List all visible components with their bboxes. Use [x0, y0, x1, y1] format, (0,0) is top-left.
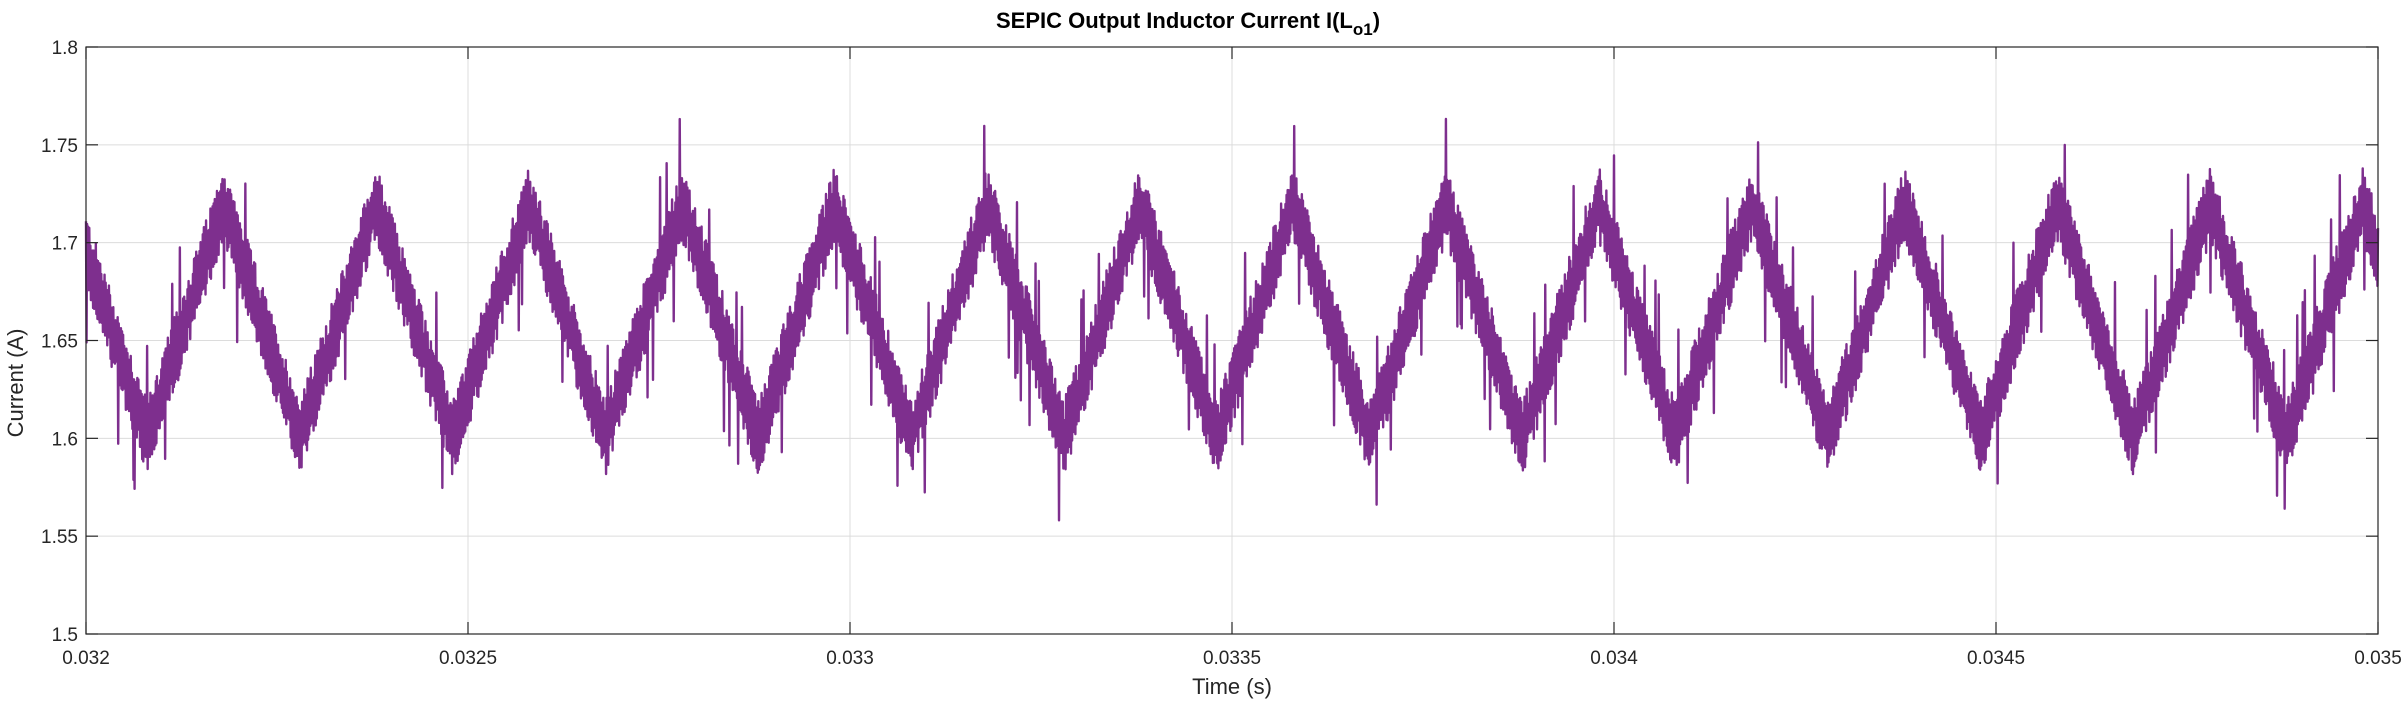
x-tick-label: 0.0335	[1203, 648, 1261, 669]
chart-title: SEPIC Output Inductor Current I(Lo1)	[996, 8, 1380, 39]
chart-title-end: )	[1373, 8, 1380, 33]
x-axis-label: Time (s)	[1192, 674, 1272, 699]
y-tick-label: 1.5	[52, 625, 78, 646]
y-tick-label: 1.8	[52, 38, 78, 59]
x-tick-label: 0.0345	[1967, 648, 2025, 669]
y-tick-label: 1.6	[52, 429, 78, 450]
x-tick-label: 0.035	[2354, 648, 2402, 669]
x-tick-label: 0.033	[826, 648, 874, 669]
chart-title-subscript: o1	[1353, 20, 1373, 39]
y-axis-label: Current (A)	[3, 329, 28, 438]
series-group	[84, 117, 2380, 522]
x-tick-label: 0.0325	[439, 648, 497, 669]
x-tick-label: 0.034	[1590, 648, 1638, 669]
axis-ticks	[85, 46, 2379, 635]
chart-title-main: SEPIC Output Inductor Current I(L	[996, 8, 1353, 33]
grid-lines	[85, 46, 2379, 635]
y-tick-labels: 1.5 1.55 1.6 1.65 1.7 1.75 1.8	[41, 38, 78, 646]
y-tick-label: 1.75	[41, 136, 78, 157]
x-tick-labels: 0.032 0.0325 0.033 0.0335 0.034 0.0345 0.035	[62, 648, 2402, 669]
y-tick-label: 1.7	[52, 234, 78, 255]
series-line-inductor-current	[84, 117, 2380, 522]
y-tick-label: 1.65	[41, 332, 78, 353]
x-tick-label: 0.032	[62, 648, 110, 669]
y-tick-label: 1.55	[41, 527, 78, 548]
